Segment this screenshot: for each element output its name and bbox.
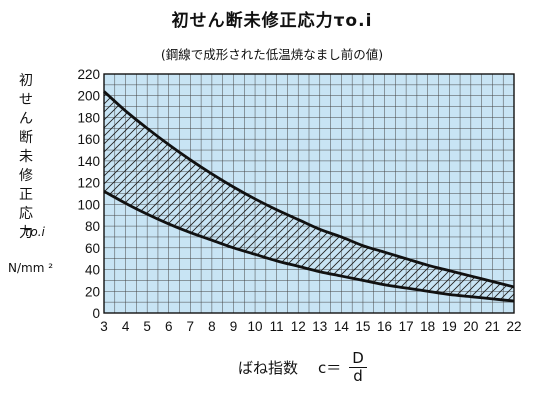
y-axis-label-char: 未 <box>19 149 33 165</box>
x-tick-label: 20 <box>463 319 478 334</box>
y-axis-unit: N/mm ² <box>8 261 54 275</box>
y-tick-label: 40 <box>85 263 100 278</box>
x-tick-label: 16 <box>377 319 392 334</box>
y-axis-label: 初 せ ん 断 未 修 正 応 力 <box>14 72 38 243</box>
x-tick-label: 6 <box>165 319 173 334</box>
y-tick-label: 80 <box>85 219 100 234</box>
x-tick-label: 10 <box>248 319 263 334</box>
x-axis-formula-denominator: d <box>353 367 363 385</box>
y-tick-label: 220 <box>77 67 100 82</box>
y-tick-label: 0 <box>92 306 100 321</box>
x-tick-label: 18 <box>420 319 435 334</box>
x-tick-label: 13 <box>312 319 327 334</box>
stress-range-band <box>104 91 514 302</box>
y-axis-label-char: 正 <box>19 187 33 203</box>
lower-curve <box>103 190 515 303</box>
x-tick-label: 9 <box>230 319 238 334</box>
y-axis-label-char: 力 <box>19 225 33 241</box>
y-axis-symbol: τo.i <box>23 225 45 239</box>
x-tick-label: 22 <box>506 319 521 334</box>
y-axis-label-char: ん <box>19 111 33 127</box>
x-tick-label: 15 <box>355 319 370 334</box>
y-axis: 0 20 40 60 80 100 120 140 160 180 200 220 <box>77 67 100 321</box>
y-axis-label-char: せ <box>19 92 33 108</box>
x-tick-label: 21 <box>485 319 500 334</box>
x-tick-label: 12 <box>291 319 306 334</box>
x-axis-formula-numerator: D <box>349 350 367 368</box>
x-tick-label: 8 <box>208 319 216 334</box>
y-tick-label: 180 <box>77 110 100 125</box>
y-axis-label-char: 断 <box>19 130 33 146</box>
x-tick-label: 11 <box>270 319 284 334</box>
x-axis-formula-fraction: D d <box>349 350 367 385</box>
x-tick-label: 3 <box>100 319 108 334</box>
chart-subtitle: (鋼線で成形された低温焼なまし前の値) <box>160 47 384 62</box>
y-axis-label-char: 初 <box>19 73 33 89</box>
y-tick-label: 20 <box>85 284 100 299</box>
x-axis-formula-var: c＝ <box>318 359 342 377</box>
y-tick-label: 160 <box>77 132 100 147</box>
y-tick-label: 120 <box>77 176 100 191</box>
upper-curve <box>103 90 515 289</box>
x-tick-label: 17 <box>399 319 414 334</box>
y-axis-label-char: 応 <box>19 206 33 222</box>
x-axis-label-text: ばね指数 <box>238 359 299 377</box>
y-tick-label: 100 <box>77 197 100 212</box>
y-tick-label: 140 <box>77 154 100 169</box>
x-tick-label: 5 <box>143 319 151 334</box>
x-tick-label: 4 <box>122 319 130 334</box>
y-tick-label: 60 <box>85 241 100 256</box>
x-tick-label: 19 <box>442 319 457 334</box>
x-tick-label: 14 <box>334 319 350 334</box>
y-tick-label: 200 <box>77 89 100 104</box>
chart-title: 初せん断未修正応力τo.i <box>171 11 373 31</box>
y-axis-label-char: 修 <box>19 168 33 184</box>
x-axis-label: ばね指数 c＝ D d <box>238 350 367 385</box>
x-tick-label: 7 <box>187 319 195 334</box>
plot-frame <box>103 73 515 314</box>
x-axis: 3 4 5 6 7 8 9 10 11 12 13 14 15 16 17 18 19 20 21 22 <box>100 319 521 334</box>
